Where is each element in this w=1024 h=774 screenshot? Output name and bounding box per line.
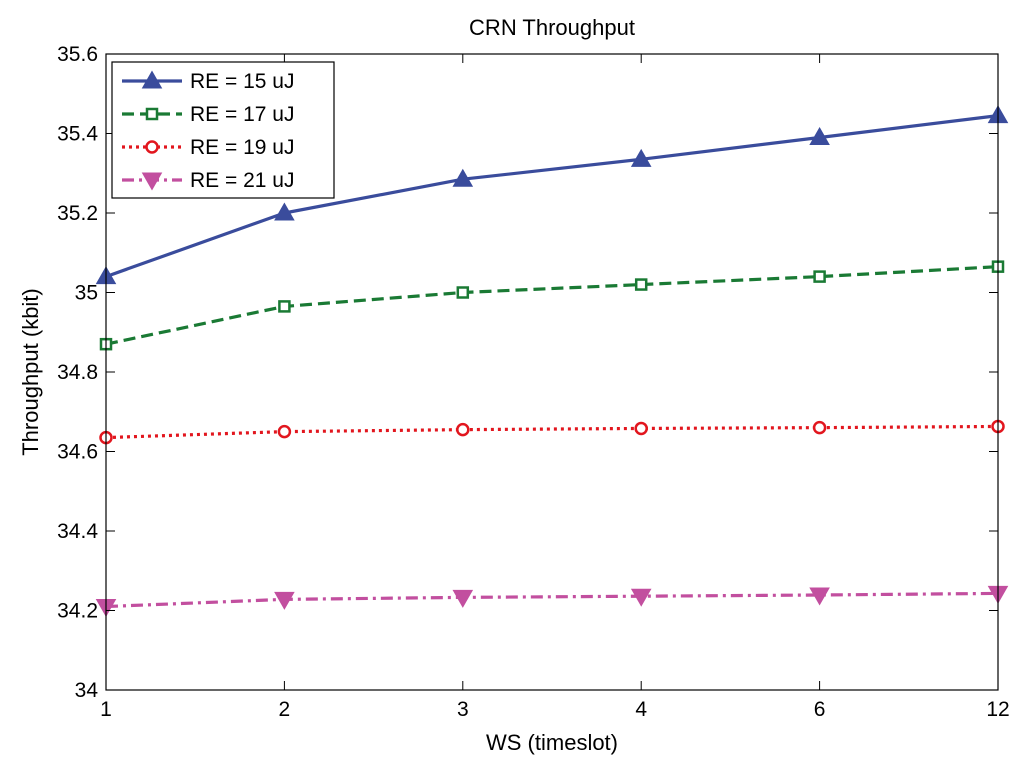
legend-label: RE = 19 uJ [190, 136, 294, 159]
legend-marker [141, 70, 163, 89]
x-tick-label: 2 [279, 698, 291, 721]
legend-marker [145, 107, 159, 121]
y-tick-label: 35.2 [57, 202, 98, 225]
data-point [278, 300, 291, 313]
data-point [809, 126, 830, 145]
y-tick-label: 34 [75, 679, 99, 702]
legend-entry: RE = 15 uJ [122, 70, 294, 93]
y-axis-title: Throughput (kbit) [18, 288, 43, 456]
data-point [456, 286, 470, 299]
legend-marker [141, 172, 163, 191]
x-tick-label: 12 [986, 698, 1009, 721]
y-tick-label: 35 [75, 282, 98, 305]
y-tick-label: 34.8 [57, 361, 98, 384]
y-tick-label: 34.4 [57, 520, 98, 543]
data-point [452, 168, 474, 187]
x-tick-label: 3 [457, 698, 469, 721]
x-axis-title: WS (timeslot) [486, 730, 618, 755]
data-point [634, 278, 648, 291]
data-point [813, 270, 826, 283]
legend-marker [145, 140, 159, 154]
x-tick-label: 4 [635, 698, 647, 721]
data-point [630, 148, 652, 167]
data-point [456, 422, 470, 437]
series-line [105, 424, 999, 440]
data-point [812, 420, 827, 435]
chart-title: CRN Throughput [469, 15, 635, 40]
series-1 [95, 105, 1009, 285]
data-point [809, 587, 830, 606]
data-point [274, 202, 295, 221]
data-point [630, 588, 652, 607]
y-tick-label: 35.4 [57, 123, 98, 146]
y-tick-label: 35.6 [57, 43, 98, 66]
x-tick-label: 6 [814, 698, 826, 721]
x-tick-label: 1 [100, 698, 112, 721]
data-point [274, 591, 295, 610]
legend-entry: RE = 21 uJ [122, 169, 294, 192]
series-line [105, 114, 999, 279]
legend: RE = 15 uJ RE = 17 uJ RE = 19 uJ RE = 21 uJ [111, 61, 335, 199]
legend-entry: RE = 17 uJ [122, 103, 294, 126]
series-layer [95, 105, 1009, 618]
data-point [634, 421, 648, 436]
series-line [105, 591, 999, 609]
legend-label: RE = 21 uJ [190, 169, 294, 192]
legend-label: RE = 15 uJ [190, 70, 294, 93]
series-line [105, 265, 999, 346]
y-tick-label: 34.2 [57, 600, 98, 623]
y-tick-label: 34.6 [57, 441, 98, 464]
legend-entry: RE = 19 uJ [122, 136, 294, 159]
legend-label: RE = 17 uJ [190, 103, 294, 126]
data-point [452, 589, 474, 608]
data-point [277, 424, 292, 439]
